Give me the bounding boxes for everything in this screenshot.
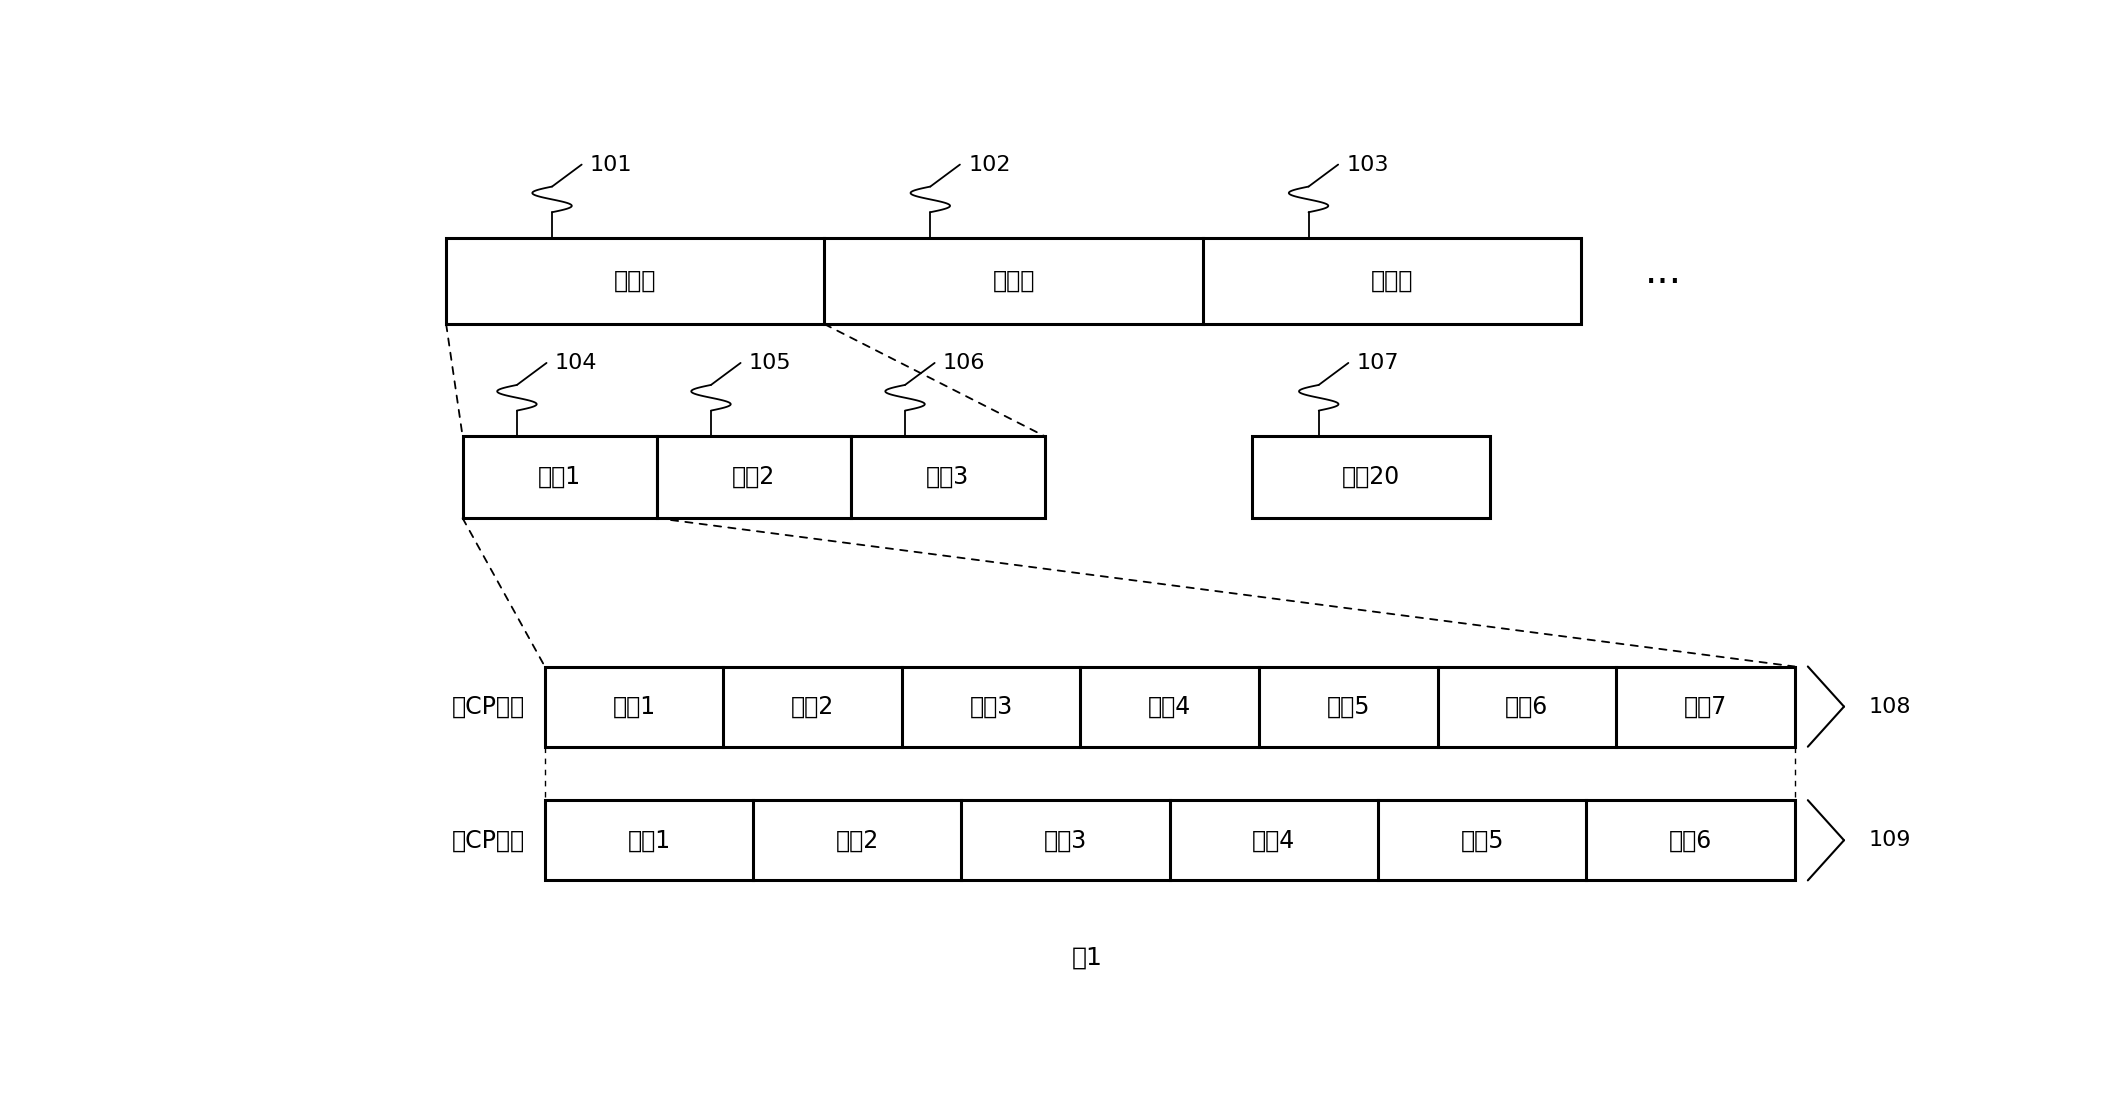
Text: 长CP子帧: 长CP子帧	[452, 829, 524, 852]
Text: 无线帧: 无线帧	[613, 269, 656, 293]
Text: 子帧20: 子帧20	[1341, 465, 1401, 489]
Bar	[545, 800, 1795, 880]
Text: 符号5: 符号5	[1460, 829, 1504, 852]
Text: 108: 108	[1869, 697, 1912, 717]
Text: 102: 102	[968, 155, 1010, 175]
Text: 109: 109	[1869, 830, 1912, 850]
Text: 107: 107	[1356, 353, 1398, 373]
Bar	[851, 436, 1044, 519]
Text: 子帧1: 子帧1	[539, 465, 581, 489]
Text: 无线帧: 无线帧	[1371, 269, 1413, 293]
Text: 符号5: 符号5	[1326, 694, 1371, 719]
Text: 短CP子帧: 短CP子帧	[452, 694, 524, 719]
Text: 符号6: 符号6	[1668, 829, 1712, 852]
Text: 105: 105	[749, 353, 792, 373]
Text: 101: 101	[590, 155, 632, 175]
Text: 符号3: 符号3	[970, 694, 1012, 719]
Text: 符号2: 符号2	[836, 829, 879, 852]
Bar	[545, 666, 1795, 747]
Text: 符号1: 符号1	[613, 694, 656, 719]
Text: 符号6: 符号6	[1504, 694, 1549, 719]
Text: 符号4: 符号4	[1252, 829, 1297, 852]
Text: 符号4: 符号4	[1148, 694, 1190, 719]
Bar	[463, 436, 656, 519]
Text: 子帧2: 子帧2	[732, 465, 775, 489]
Text: 符号3: 符号3	[1044, 829, 1086, 852]
Text: 子帧3: 子帧3	[925, 465, 970, 489]
Text: 104: 104	[554, 353, 596, 373]
Text: 符号1: 符号1	[628, 829, 671, 852]
Text: 103: 103	[1345, 155, 1390, 175]
Text: 符号7: 符号7	[1683, 694, 1727, 719]
Text: 无线帧: 无线帧	[993, 269, 1036, 293]
Text: 106: 106	[942, 353, 985, 373]
Text: 图1: 图1	[1072, 946, 1103, 970]
Bar	[1252, 436, 1490, 519]
Bar	[446, 237, 1581, 324]
Text: 符号2: 符号2	[792, 694, 834, 719]
Text: ···: ···	[1645, 263, 1681, 301]
Bar	[656, 436, 851, 519]
